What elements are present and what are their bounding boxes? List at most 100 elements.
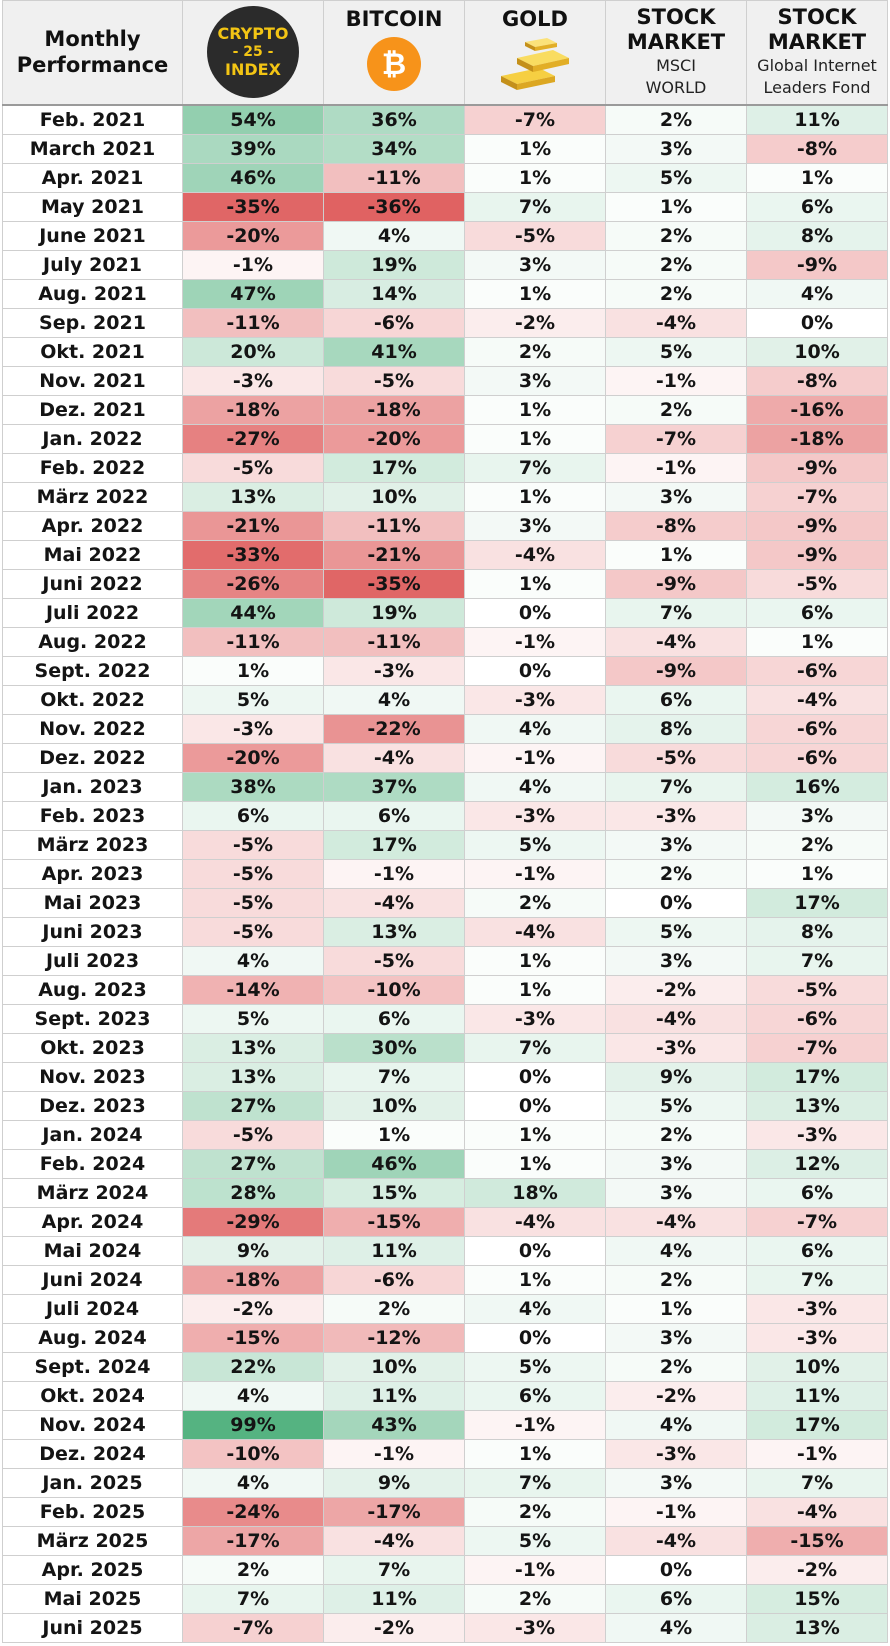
internet-fund-value-cell: 7% [746,1467,888,1498]
gold-value-cell: -3% [464,684,606,715]
gold-value-cell: -3% [464,800,606,831]
internet-fund-value-cell: -9% [746,452,888,483]
bitcoin-value-cell: 36% [323,104,465,135]
month-label: Okt. 2023 [2,1032,183,1063]
table-row: Mai 2024 9% 11% 0% 4% 6% [2,1235,888,1266]
crypto-index-value-cell: 54% [182,104,324,135]
gold-value-cell: 3% [464,249,606,280]
internet-fund-value-cell: -9% [746,539,888,570]
msci-world-value-cell: 4% [605,1409,747,1440]
table-row: Nov. 2022 -3% -22% 4% 8% -6% [2,713,888,744]
internet-fund-value-cell: -4% [746,684,888,715]
gold-value-cell: 7% [464,191,606,222]
msci-world-value-cell: -4% [605,307,747,338]
month-label: Okt. 2022 [2,684,183,715]
month-label: Juni 2022 [2,568,183,599]
table-row: Okt. 2021 20% 41% 2% 5% 10% [2,336,888,367]
crypto-index-value-cell: 13% [182,1032,324,1063]
month-label: Aug. 2024 [2,1322,183,1353]
table-row: Apr. 2022 -21% -11% 3% -8% -9% [2,510,888,541]
msci-world-value-cell: 5% [605,162,747,193]
table-row: Sep. 2021 -11% -6% -2% -4% 0% [2,307,888,338]
table-row: Aug. 2024 -15% -12% 0% 3% -3% [2,1322,888,1353]
internet-fund-value-cell: 1% [746,162,888,193]
table-row: Dez. 2022 -20% -4% -1% -5% -6% [2,742,888,773]
crypto-index-value-cell: -20% [182,742,324,773]
bitcoin-value-cell: 46% [323,1148,465,1179]
bitcoin-value-cell: 30% [323,1032,465,1063]
table-row: Apr. 2025 2% 7% -1% 0% -2% [2,1554,888,1585]
table-row: Juni 2023 -5% 13% -4% 5% 8% [2,916,888,947]
msci-world-value-cell: 3% [605,1148,747,1179]
internet-fund-value-cell: 11% [746,1380,888,1411]
gold-value-cell: 3% [464,365,606,396]
month-label: Juli 2023 [2,945,183,976]
bitcoin-value-cell: 7% [323,1061,465,1092]
msci-world-value-cell: 1% [605,539,747,570]
table-row: Juli 2024 -2% 2% 4% 1% -3% [2,1293,888,1324]
bitcoin-value-cell: -5% [323,365,465,396]
internet-fund-value-cell: 17% [746,1409,888,1440]
internet-fund-value-cell: 13% [746,1090,888,1121]
gold-value-cell: 5% [464,1525,606,1556]
month-label: Aug. 2021 [2,278,183,309]
internet-fund-value-cell: -6% [746,1003,888,1034]
msci-world-value-cell: 3% [605,1322,747,1353]
gold-value-cell: 1% [464,423,606,454]
crypto-index-value-cell: 4% [182,1380,324,1411]
internet-fund-value-cell: 12% [746,1148,888,1179]
internet-fund-value-cell: 8% [746,916,888,947]
gold-value-cell: 2% [464,887,606,918]
msci-world-value-cell: 1% [605,191,747,222]
bitcoin-column-header: BITCOIN ₿ [323,0,465,106]
fund-header-sub1: Global Internet [757,56,877,76]
msci-world-value-cell: 2% [605,220,747,251]
bitcoin-value-cell: 10% [323,1090,465,1121]
table-row: Sept. 2024 22% 10% 5% 2% 10% [2,1351,888,1382]
gold-value-cell: 1% [464,278,606,309]
internet-fund-value-cell: 17% [746,1061,888,1092]
table-row: Dez. 2024 -10% -1% 1% -3% -1% [2,1438,888,1469]
table-row: Feb. 2021 54% 36% -7% 2% 11% [2,104,888,135]
bitcoin-value-cell: -12% [323,1322,465,1353]
bitcoin-value-cell: 6% [323,1003,465,1034]
table-row: Okt. 2024 4% 11% 6% -2% 11% [2,1380,888,1411]
bitcoin-value-cell: -4% [323,742,465,773]
internet-fund-value-cell: -6% [746,742,888,773]
gold-value-cell: 0% [464,1235,606,1266]
month-label: Jan. 2024 [2,1119,183,1150]
month-label: Apr. 2023 [2,858,183,889]
bitcoin-value-cell: 1% [323,1119,465,1150]
svg-text:₿: ₿ [382,47,406,82]
table-row: Aug. 2022 -11% -11% -1% -4% 1% [2,626,888,657]
month-label: March 2021 [2,133,183,164]
crypto-index-value-cell: 99% [182,1409,324,1440]
gold-value-cell: -1% [464,742,606,773]
month-label: Mai 2025 [2,1583,183,1614]
msci-world-value-cell: 4% [605,1612,747,1643]
msci-world-value-cell: -3% [605,1032,747,1063]
internet-fund-value-cell: 15% [746,1583,888,1614]
internet-fund-value-cell: 6% [746,597,888,628]
month-label: May 2021 [2,191,183,222]
internet-fund-column-header: STOCK MARKET Global Internet Leaders Fon… [746,0,888,106]
bitcoin-value-cell: -6% [323,307,465,338]
crypto-index-value-cell: 46% [182,162,324,193]
msci-world-value-cell: -5% [605,742,747,773]
table-row: Okt. 2022 5% 4% -3% 6% -4% [2,684,888,715]
gold-value-cell: 4% [464,1293,606,1324]
gold-value-cell: 0% [464,655,606,686]
month-label: Jan. 2023 [2,771,183,802]
crypto-index-value-cell: -5% [182,858,324,889]
msci-world-value-cell: 2% [605,394,747,425]
crypto-index-value-cell: -33% [182,539,324,570]
table-row: Juni 2022 -26% -35% 1% -9% -5% [2,568,888,599]
bitcoin-value-cell: -11% [323,162,465,193]
gold-value-cell: 1% [464,1264,606,1295]
internet-fund-value-cell: 7% [746,1264,888,1295]
bitcoin-value-cell: 17% [323,452,465,483]
gold-value-cell: -7% [464,104,606,135]
crypto-index-value-cell: -3% [182,713,324,744]
gold-column-header: GOLD [464,0,606,106]
msci-world-value-cell: -1% [605,1496,747,1527]
